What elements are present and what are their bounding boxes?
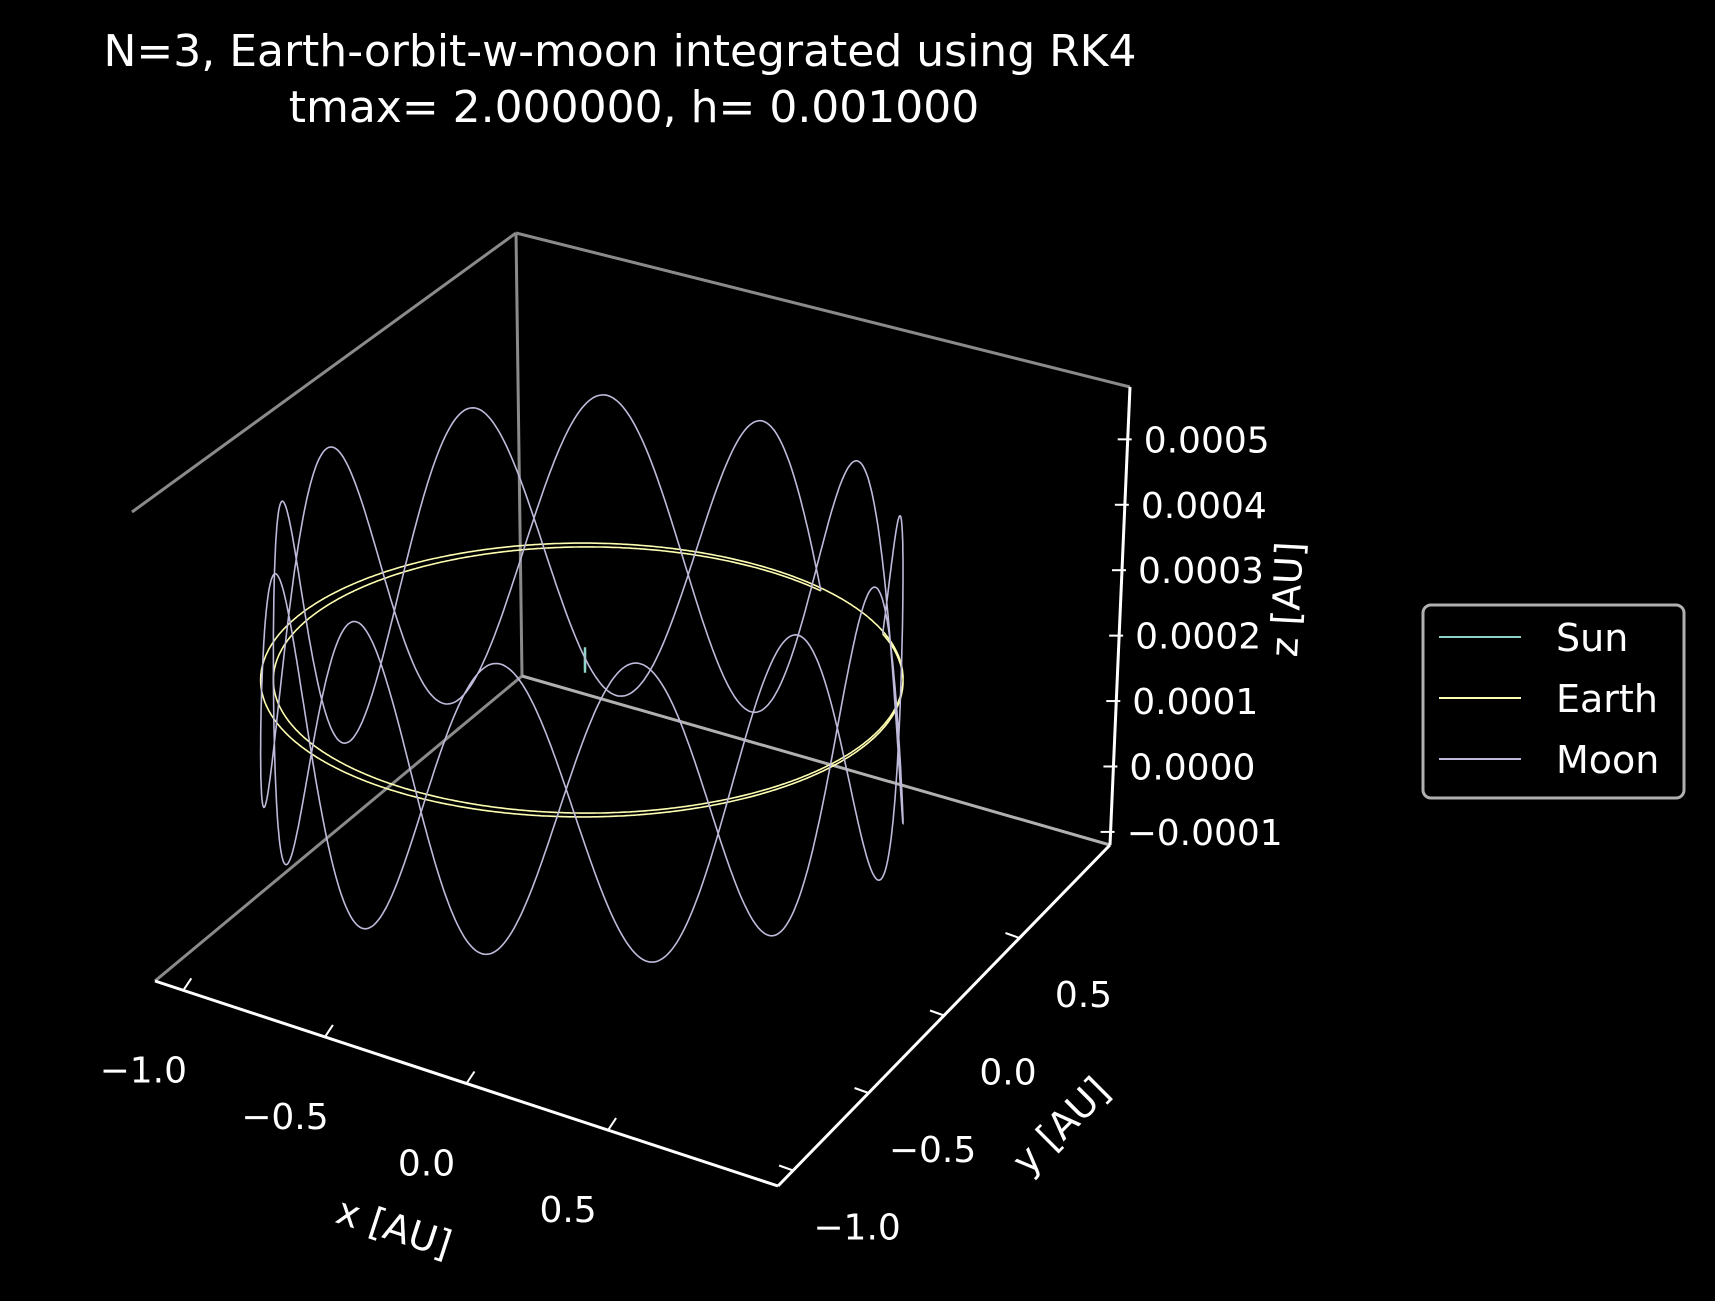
z-tick-6-label: 0.0005 — [1144, 420, 1270, 461]
x-tick-3-mark — [607, 1117, 617, 1131]
series-moon-line — [259, 394, 904, 963]
y-tick-1-mark — [854, 1087, 869, 1094]
trajectories — [259, 394, 904, 963]
y-tick-3-mark — [1005, 932, 1020, 939]
legend-label-moon: Moon — [1556, 738, 1659, 782]
z-tick-5-label: 0.0004 — [1141, 486, 1267, 527]
z-axis-line — [1108, 386, 1132, 846]
x-ticks: −1.0 −0.5 0.0 0.5 — [100, 977, 617, 1231]
z-tick-0-label: −0.0001 — [1127, 813, 1283, 854]
series-earth-line — [259, 542, 904, 818]
y-ticks: −1.0 −0.50.0 0.5 — [778, 932, 1112, 1249]
series-sun-line — [583, 647, 587, 673]
x-tick-1-label: −0.5 — [241, 1097, 328, 1138]
z-tick-4-label: 0.0003 — [1138, 551, 1264, 592]
legend-label-sun: Sun — [1556, 616, 1628, 660]
x-tick-3-label: 0.5 — [539, 1190, 596, 1231]
x-tick-1-mark — [324, 1024, 334, 1038]
y-tick-0-mark — [778, 1164, 794, 1172]
x-tick-2-mark — [465, 1070, 476, 1085]
chart-title: N=3, Earth-orbit-w-moon integrated using… — [103, 26, 1136, 77]
y-tick-3-label: 0.5 — [1055, 975, 1112, 1016]
x-tick-0-mark — [182, 977, 193, 991]
y-tick-0-label: −1.0 — [813, 1208, 900, 1249]
z-tick-2-label: 0.0001 — [1132, 682, 1258, 723]
legend-label-earth: Earth — [1556, 677, 1658, 721]
y-tick-2-mark — [929, 1009, 945, 1017]
y-tick-2-label: 0.0 — [979, 1053, 1036, 1094]
z-tick-1-label: 0.0000 — [1129, 747, 1255, 788]
x-tick-0-label: −1.0 — [100, 1050, 187, 1091]
z-axis-label: z [AU] — [1262, 541, 1312, 659]
y-tick-1-label: −0.5 — [889, 1130, 976, 1171]
axes-panes — [131, 231, 1131, 983]
x-tick-2-label: 0.0 — [398, 1144, 455, 1185]
legend: Sun Earth Moon — [1421, 603, 1686, 800]
z-ticks: −0.0001 0.0000 0.0001 0.0002 0.0003 0.0004 0.0… — [1100, 420, 1283, 854]
legend-frame — [1421, 603, 1686, 800]
z-tick-3-label: 0.0002 — [1135, 617, 1261, 658]
chart-subtitle: tmax= 2.000000, h= 0.001000 — [289, 82, 980, 133]
